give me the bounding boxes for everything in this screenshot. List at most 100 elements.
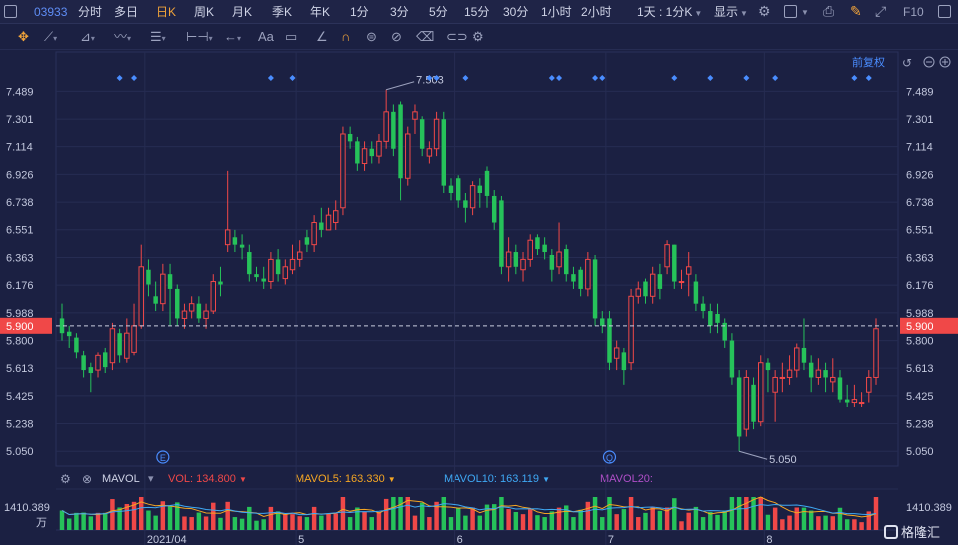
sidebar-toggle-icon[interactable]	[4, 5, 17, 18]
volume-bar	[167, 505, 173, 530]
candle	[672, 244, 677, 282]
f10-button[interactable]: F10	[903, 5, 924, 19]
low-label: 5.050	[769, 454, 797, 466]
volume-bar	[189, 517, 194, 530]
settings-icon[interactable]: ⚙	[758, 3, 771, 19]
period-tab[interactable]: 月K	[232, 5, 253, 19]
note-tool-icon[interactable]: ▭	[285, 29, 298, 44]
panel-icon[interactable]	[938, 5, 951, 18]
candle	[549, 254, 555, 270]
volume-bar	[484, 504, 490, 530]
text-tool-icon[interactable]: Aa	[258, 29, 274, 44]
period-tab[interactable]: 15分	[464, 5, 490, 19]
chevron-down-icon[interactable]: ▼	[801, 8, 809, 17]
candle	[455, 178, 461, 201]
lock-icon[interactable]: ⊜	[366, 29, 377, 44]
candle	[830, 376, 836, 383]
period-tab[interactable]: 年K	[310, 5, 331, 19]
period-tab[interactable]: 分时	[78, 5, 103, 19]
crosshair-icon[interactable]: ✥	[18, 29, 29, 44]
volume-bar	[801, 507, 807, 530]
volume-bar	[405, 497, 411, 530]
stock-code[interactable]: 03933	[34, 5, 68, 19]
indicator-name[interactable]: MAVOL	[102, 473, 140, 485]
zoom-out-icon	[923, 56, 935, 68]
volume-bar	[117, 507, 122, 530]
arrow-tool-icon[interactable]: ←▾	[224, 29, 242, 44]
candle	[361, 148, 368, 164]
candle	[167, 274, 173, 289]
candle	[268, 258, 274, 283]
candle	[74, 337, 79, 353]
period-tab[interactable]: 5分	[429, 5, 448, 19]
camera-icon[interactable]: ⎙	[823, 3, 835, 19]
volume-bar	[268, 506, 274, 530]
fib-tool-icon[interactable]: ☰▾	[150, 29, 166, 44]
y-tick-label-right: 6.926	[906, 169, 934, 181]
volume-bar	[139, 497, 144, 530]
volume-bar	[700, 517, 706, 530]
candle	[218, 281, 223, 285]
volume-bar	[506, 509, 511, 530]
candle	[448, 185, 454, 194]
settings-icon[interactable]: ⚙	[60, 472, 71, 486]
volume-bar	[175, 502, 180, 530]
display-menu[interactable]: 显示 ▼	[714, 5, 748, 19]
y-tick-label-left: 6.551	[6, 225, 34, 237]
candle	[556, 251, 562, 268]
low-pointer	[738, 450, 768, 460]
y-tick-label-right: 7.114	[906, 142, 933, 154]
candle	[844, 399, 850, 403]
period-tab[interactable]: 多日	[114, 5, 139, 19]
magnet-icon[interactable]: ∩	[341, 29, 351, 44]
period-tab[interactable]: 3分	[390, 5, 409, 19]
candle	[866, 376, 872, 393]
period-tab[interactable]: 30分	[503, 5, 529, 19]
draw-settings-icon[interactable]: ⚙	[472, 29, 484, 44]
ruler-icon[interactable]: ∠	[316, 29, 328, 44]
volume-bar	[859, 522, 864, 530]
volume-bar	[340, 497, 346, 530]
candle	[765, 362, 771, 371]
line-tool-icon[interactable]: ⟋▾	[44, 29, 58, 44]
candle	[794, 347, 800, 371]
hide-icon[interactable]: ⊘	[391, 29, 402, 44]
x-tick-label: 7	[608, 534, 614, 545]
y-tick-label-left: 7.301	[6, 114, 34, 126]
range-select[interactable]: 1天 : 1分K ▼	[637, 5, 703, 19]
mavol10-value: MAVOL10: 163.119 ▼	[444, 473, 550, 485]
event-diamond	[671, 75, 678, 81]
candle	[678, 281, 685, 284]
pen-icon[interactable]: ✎	[850, 3, 862, 19]
period-tab[interactable]: 2小时	[581, 5, 612, 19]
volume-bar	[650, 506, 655, 530]
volume-bar	[657, 510, 663, 530]
event-diamond	[851, 75, 858, 81]
adjust-label[interactable]: 前复权	[852, 55, 885, 69]
volume-bar	[527, 509, 533, 530]
y-tick-label-left: 6.176	[6, 280, 34, 292]
wave-tool-icon[interactable]: 〰▾	[114, 29, 132, 44]
volume-bar	[124, 503, 130, 530]
period-tab[interactable]: 1小时	[541, 5, 572, 19]
close-icon[interactable]: ⊗	[82, 472, 93, 486]
chevron-down-icon[interactable]: ▾	[148, 473, 154, 485]
channel-tool-icon[interactable]: ⊿▾	[80, 29, 95, 44]
trash-icon[interactable]: ⌫	[416, 29, 435, 44]
vol-value: VOL: 134.800 ▼	[168, 473, 247, 485]
candle	[851, 399, 858, 404]
link-icon[interactable]: ⊂⊃	[446, 29, 468, 44]
period-tab[interactable]: 周K	[194, 5, 215, 19]
volume-bar	[297, 516, 302, 530]
range-tool-icon[interactable]: ⊢⊣▾	[186, 29, 213, 44]
fullscreen-icon[interactable]: ⤢	[875, 3, 887, 19]
period-tab[interactable]: 1分	[350, 5, 369, 19]
layout-icon[interactable]	[784, 5, 797, 18]
volume-bar	[816, 516, 821, 530]
period-tab[interactable]: 日K	[156, 5, 177, 19]
candle	[477, 185, 483, 194]
candle	[779, 376, 786, 379]
volume-bar	[146, 510, 151, 530]
period-tab[interactable]: 季K	[272, 5, 293, 19]
